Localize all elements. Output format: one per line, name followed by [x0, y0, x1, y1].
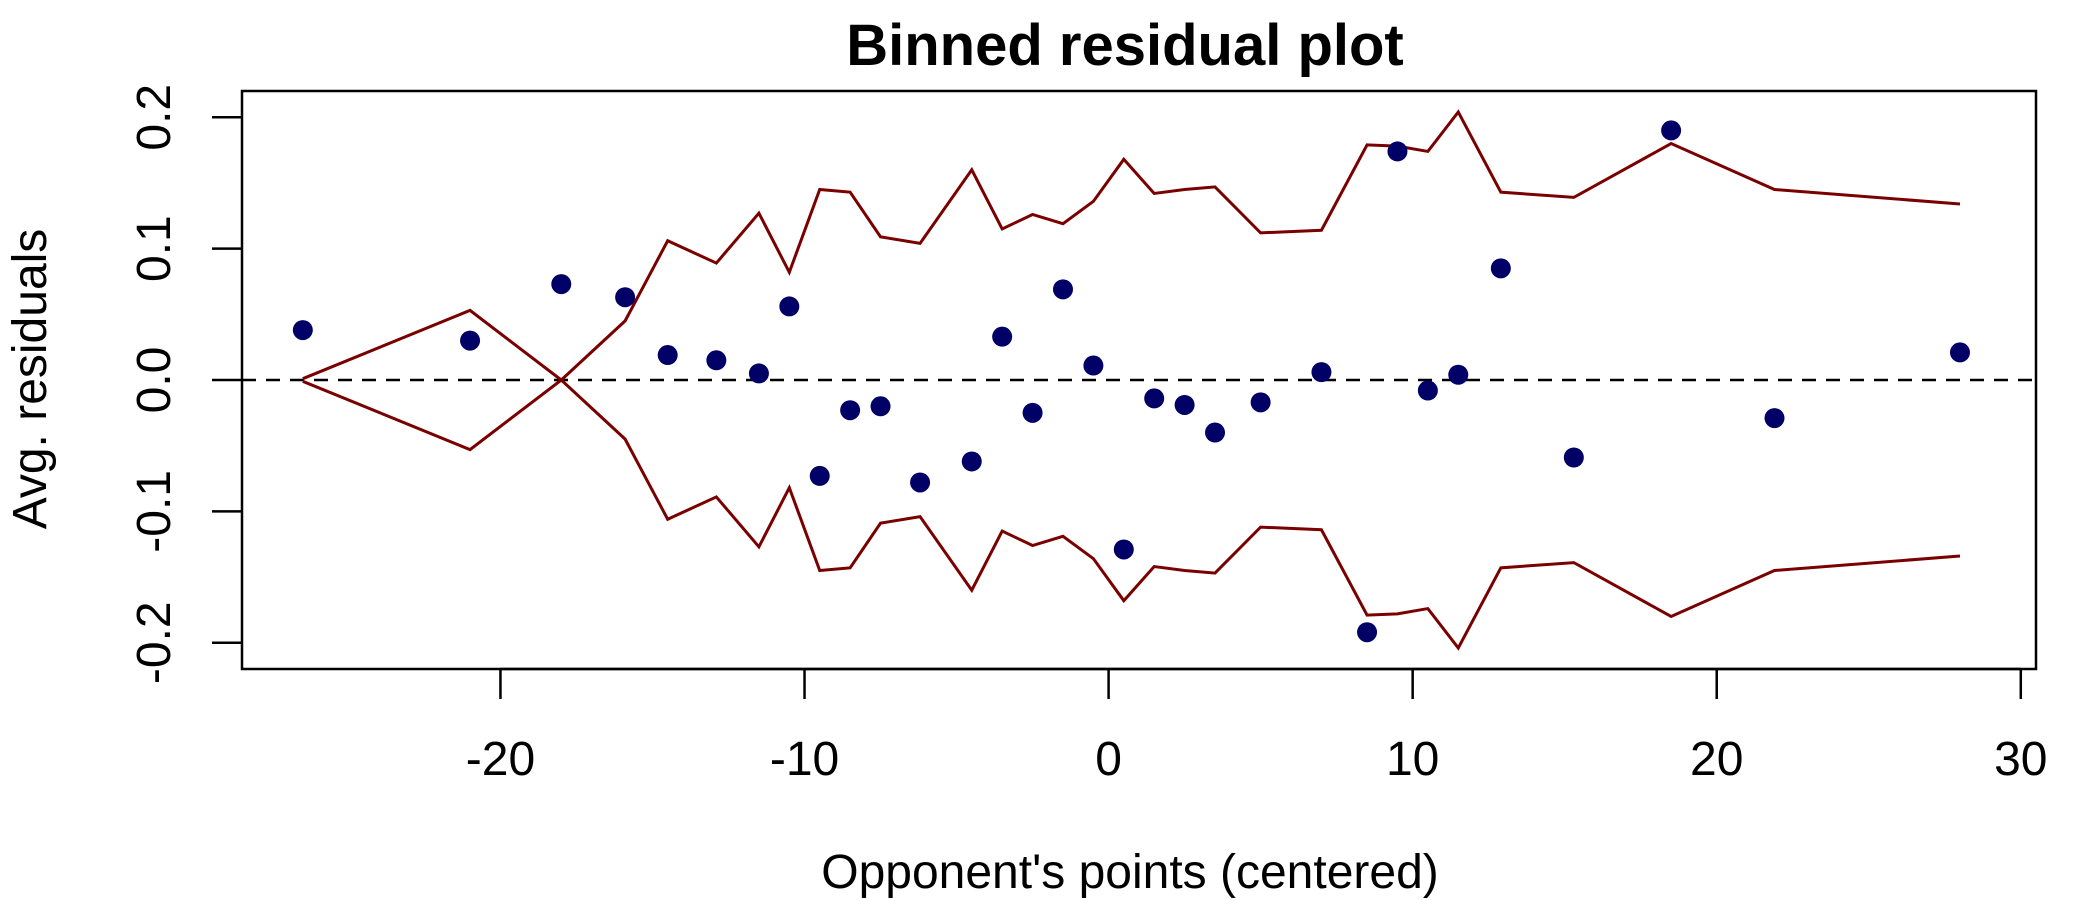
x-tick-label: 20 — [1690, 733, 1743, 786]
data-point — [1113, 539, 1134, 560]
data-point — [1205, 422, 1226, 443]
data-point — [1563, 447, 1584, 468]
y-tick-label: 0.2 — [128, 84, 181, 151]
data-point — [292, 320, 313, 341]
data-point — [748, 363, 769, 384]
data-point — [1949, 342, 1970, 363]
data-point — [1022, 402, 1043, 423]
data-point — [809, 465, 830, 486]
data-point — [1448, 364, 1469, 385]
data-point — [1764, 408, 1785, 429]
data-point — [779, 296, 800, 317]
data-point — [1661, 120, 1682, 141]
data-point — [961, 451, 982, 472]
x-tick-label: 10 — [1386, 733, 1439, 786]
y-tick-label: -0.1 — [128, 470, 181, 553]
data-point — [1174, 394, 1195, 415]
data-point — [657, 345, 678, 366]
y-axis: -0.2 -0.1 0.0 0.1 0.2 — [128, 84, 242, 684]
y-tick-label: 0.0 — [128, 347, 181, 414]
data-point — [1083, 355, 1104, 376]
data-point — [1052, 279, 1073, 300]
plot-area — [240, 89, 2038, 671]
data-point — [460, 330, 481, 351]
upper-bound-line — [302, 109, 1961, 382]
x-tick-label: -20 — [466, 733, 535, 786]
x-tick-label: 0 — [1095, 733, 1122, 786]
y-axis-label: Avg. residuals — [4, 229, 57, 530]
data-point — [551, 274, 572, 295]
data-point — [1311, 362, 1332, 383]
x-axis-label: Opponent's points (centered) — [821, 846, 1439, 899]
x-tick-label: 30 — [1994, 733, 2047, 786]
data-point — [1490, 258, 1511, 279]
x-tick-label: -10 — [770, 733, 839, 786]
data-point — [840, 400, 861, 421]
data-point — [992, 326, 1013, 347]
data-point — [870, 396, 891, 417]
y-tick-label: 0.1 — [128, 215, 181, 282]
data-point — [1144, 388, 1165, 409]
data-point — [1250, 392, 1271, 413]
lower-bound-line — [302, 378, 1961, 651]
data-point — [1417, 380, 1438, 401]
x-axis: -20 -10 0 10 20 30 — [466, 667, 2047, 786]
data-point — [706, 350, 727, 371]
y-tick-label: -0.2 — [128, 601, 181, 684]
data-point — [615, 287, 636, 308]
chart-title: Binned residual plot — [846, 13, 1404, 78]
data-point — [910, 472, 931, 493]
data-point — [1357, 622, 1378, 643]
data-point — [1387, 141, 1408, 162]
